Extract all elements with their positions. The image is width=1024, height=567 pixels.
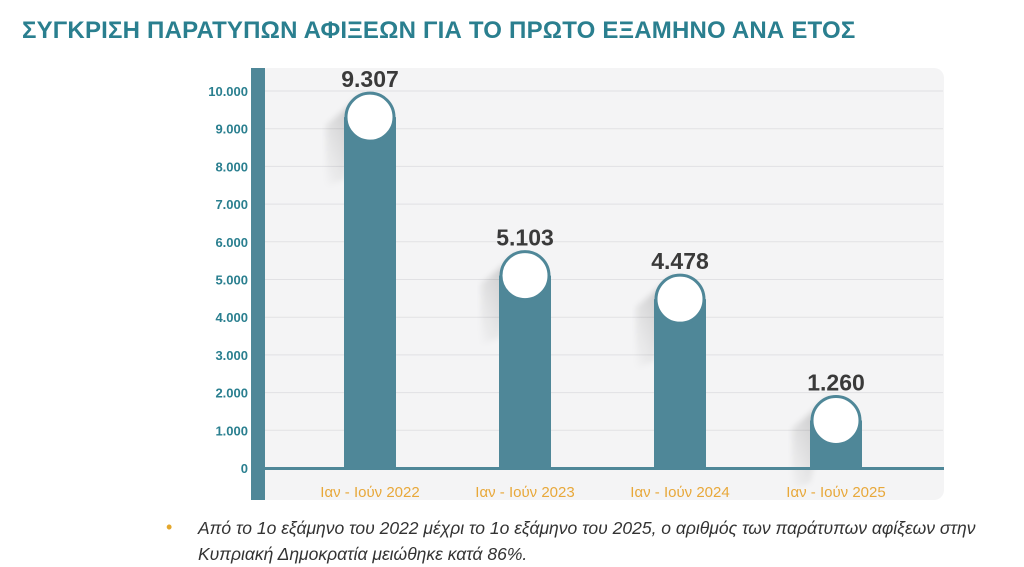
bar-cap-circle <box>654 273 706 325</box>
y-tick-label: 6.000 <box>215 235 248 250</box>
data-label: 9.307 <box>341 66 399 92</box>
plot-panel <box>258 68 944 500</box>
bar <box>654 299 706 468</box>
data-label: 1.260 <box>807 369 865 395</box>
bar-chart: 0 1.000 2.000 3.000 4.000 5.000 6.000 7.000 8.00… <box>208 66 944 501</box>
y-tick-label: 1.000 <box>215 423 248 438</box>
bars <box>344 91 862 468</box>
bar <box>499 275 551 468</box>
y-tick-label: 9.000 <box>215 122 248 137</box>
y-axis <box>251 68 265 500</box>
bar-cap-circle <box>499 250 551 302</box>
x-tick-label: Ιαν - Ιούν 2023 <box>475 484 574 501</box>
x-tick-label: Ιαν - Ιούν 2022 <box>320 484 419 501</box>
y-tick-label: 0 <box>241 461 248 476</box>
bar-cap-circle <box>810 394 862 446</box>
y-tick-label: 7.000 <box>215 197 248 212</box>
x-axis <box>258 467 944 470</box>
page-title: ΣΥΓΚΡΙΣΗ ΠΑΡΑΤΥΠΩΝ ΑΦΙΞΕΩΝ ΓΙΑ ΤΟ ΠΡΩΤΟ … <box>22 17 856 44</box>
bar <box>344 117 396 468</box>
y-tick-label: 5.000 <box>215 273 248 288</box>
y-tick-label: 10.000 <box>208 84 248 99</box>
y-tick-label: 8.000 <box>215 159 248 174</box>
y-tick-label: 2.000 <box>215 386 248 401</box>
summary-note: • Από το 1ο εξάμηνο του 2022 μέχρι το 1ο… <box>166 515 996 567</box>
y-tick-label: 4.000 <box>215 310 248 325</box>
bar-cap-circle <box>344 91 396 143</box>
data-label: 4.478 <box>651 248 709 274</box>
y-tick-label: 3.000 <box>215 348 248 363</box>
data-label: 5.103 <box>496 225 554 251</box>
x-tick-label: Ιαν - Ιούν 2024 <box>630 484 729 501</box>
summary-text: Από το 1ο εξάμηνο του 2022 μέχρι το 1ο ε… <box>198 518 976 564</box>
bullet-icon: • <box>166 517 173 537</box>
x-tick-label: Ιαν - Ιούν 2025 <box>786 484 885 501</box>
